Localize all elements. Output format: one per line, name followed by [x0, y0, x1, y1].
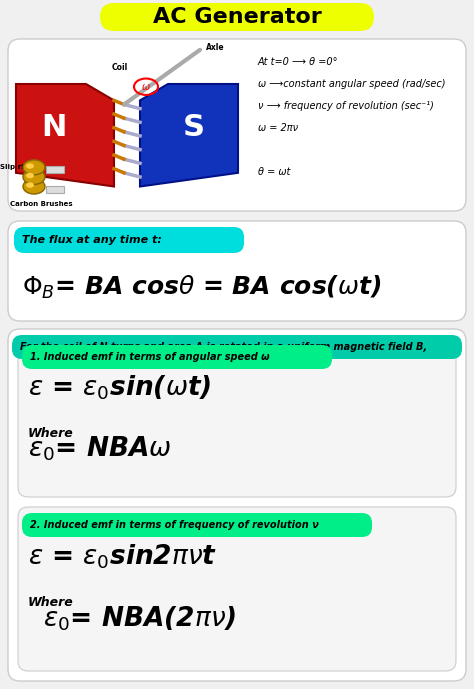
Circle shape	[23, 179, 45, 194]
Text: Carbon Brushes: Carbon Brushes	[10, 200, 73, 207]
FancyBboxPatch shape	[8, 329, 466, 681]
Polygon shape	[140, 84, 238, 187]
FancyBboxPatch shape	[18, 507, 456, 671]
FancyBboxPatch shape	[8, 39, 466, 211]
Circle shape	[26, 183, 34, 188]
Text: $\varepsilon$ = $\varepsilon_0$sin2$\pi\nu$t: $\varepsilon$ = $\varepsilon_0$sin2$\pi\…	[28, 542, 218, 571]
FancyBboxPatch shape	[18, 339, 456, 497]
Text: ω = 2πν: ω = 2πν	[258, 123, 298, 133]
Text: θ = ωt: θ = ωt	[258, 167, 291, 177]
Text: 1. Induced emf in terms of angular speed ω: 1. Induced emf in terms of angular speed…	[30, 352, 270, 362]
Text: 2. Induced emf in terms of frequency of revolution ν: 2. Induced emf in terms of frequency of …	[30, 520, 319, 530]
FancyBboxPatch shape	[22, 345, 332, 369]
FancyBboxPatch shape	[100, 3, 374, 31]
Text: ω ⟶constant angular speed (rad/sec): ω ⟶constant angular speed (rad/sec)	[258, 79, 446, 89]
Text: $\varepsilon_0$= NBA$\omega$: $\varepsilon_0$= NBA$\omega$	[28, 435, 172, 463]
Text: Where: Where	[28, 427, 74, 440]
Polygon shape	[16, 84, 114, 187]
Text: S: S	[183, 113, 205, 142]
Text: ω: ω	[142, 82, 150, 92]
Bar	[46, 166, 64, 173]
Text: $\Phi_B$= BA cos$\theta$ = BA cos($\omega$t): $\Phi_B$= BA cos$\theta$ = BA cos($\omeg…	[22, 274, 381, 301]
Text: Slip rings: Slip rings	[0, 164, 38, 169]
Circle shape	[23, 160, 45, 175]
Bar	[46, 187, 64, 194]
FancyBboxPatch shape	[8, 221, 466, 321]
FancyBboxPatch shape	[12, 335, 462, 359]
Text: $\varepsilon$ = $\varepsilon_0$sin($\omega$t): $\varepsilon$ = $\varepsilon_0$sin($\ome…	[28, 373, 211, 402]
Text: Axle: Axle	[206, 43, 225, 52]
Circle shape	[26, 163, 34, 169]
Text: ν ⟶ frequency of revolution (sec⁻¹): ν ⟶ frequency of revolution (sec⁻¹)	[258, 101, 434, 111]
Text: $\varepsilon_0$= NBA(2$\pi\nu$): $\varepsilon_0$= NBA(2$\pi\nu$)	[34, 604, 237, 633]
Text: Coil: Coil	[112, 63, 128, 72]
Text: The flux at any time t:: The flux at any time t:	[22, 235, 162, 245]
Text: N: N	[41, 113, 67, 142]
Circle shape	[26, 173, 34, 178]
Text: AC Generator: AC Generator	[153, 7, 321, 27]
FancyBboxPatch shape	[14, 227, 244, 253]
FancyBboxPatch shape	[22, 513, 372, 537]
Text: Where: Where	[28, 596, 74, 609]
Text: At t=0 ⟶ θ =0°: At t=0 ⟶ θ =0°	[258, 57, 338, 67]
Text: For the coil of N turns and area A is rotated in a uniform magnetic field B,: For the coil of N turns and area A is ro…	[20, 342, 427, 352]
Circle shape	[23, 169, 45, 185]
